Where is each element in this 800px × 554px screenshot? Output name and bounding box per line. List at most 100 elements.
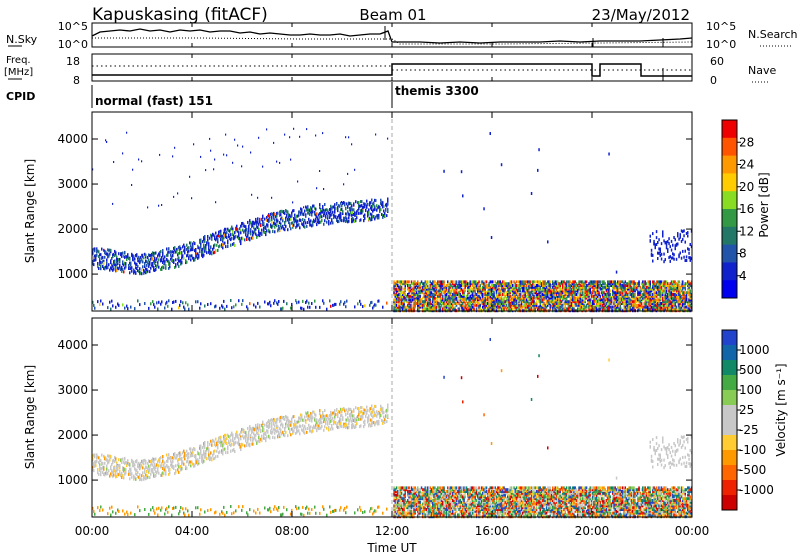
power-cell [505, 298, 508, 302]
power-cell [184, 251, 186, 255]
power-cell [515, 293, 518, 296]
power-cell [437, 282, 439, 286]
power-cell [564, 300, 566, 304]
power-cell [144, 262, 146, 266]
power-cell [670, 284, 673, 287]
power-cell [447, 296, 449, 300]
power-cell [350, 211, 352, 215]
power-cell [662, 293, 664, 296]
power-cell [204, 238, 206, 242]
power-cell [668, 300, 670, 304]
power-cell [285, 216, 287, 220]
power-cell [366, 199, 368, 203]
power-cell [689, 298, 691, 302]
power-cell [292, 225, 294, 229]
power-cell [419, 303, 421, 307]
power-cell [437, 305, 439, 309]
power-cell [502, 298, 504, 302]
power-cell [478, 285, 480, 289]
power-cell [463, 289, 465, 293]
power-cell [624, 280, 626, 284]
power-cell [182, 301, 184, 305]
power-cell [632, 294, 634, 298]
power-cell [459, 287, 461, 291]
power-cell [495, 298, 498, 302]
label-freq-2: [MHz] [4, 67, 33, 78]
power-cell [115, 269, 117, 273]
power-cell [564, 302, 566, 305]
power-cell [619, 307, 621, 311]
power-cell [615, 296, 618, 300]
power-cell [460, 280, 463, 284]
power-cell [512, 285, 514, 289]
power-cell [554, 287, 556, 291]
power-cell [324, 203, 326, 206]
power-cell [523, 296, 525, 300]
power-cell [433, 303, 435, 307]
power-cell [549, 296, 551, 300]
power-cell [430, 291, 433, 295]
power-cell [136, 267, 138, 270]
power-cell [580, 291, 583, 295]
power-cell [236, 227, 238, 231]
power-cell [524, 298, 526, 302]
power-cell [402, 302, 404, 305]
power-cell [469, 298, 471, 302]
power-cell [525, 294, 528, 298]
power-cell [447, 305, 449, 309]
power-cell [266, 223, 268, 227]
power-cell [630, 280, 633, 284]
power-cell [659, 253, 661, 257]
power-cell [130, 261, 132, 265]
power-cell [605, 302, 608, 305]
power-cell [92, 168, 94, 171]
power-cell [663, 285, 665, 289]
power-cell [112, 255, 114, 258]
power-cell [341, 219, 343, 223]
power-cell [648, 296, 650, 300]
power-cell [477, 296, 479, 300]
power-cell [168, 250, 170, 254]
power-cell [633, 305, 635, 309]
power-cell [301, 222, 303, 226]
power-cell [578, 302, 580, 305]
power-cell [294, 213, 296, 217]
power-cell [467, 284, 469, 287]
power-cell [537, 280, 539, 284]
power-cell [585, 294, 588, 298]
power-cell [599, 284, 601, 287]
power-cell [118, 267, 120, 271]
power-cell [502, 307, 504, 311]
power-cell [338, 214, 340, 218]
power-cell [498, 293, 500, 296]
power-cell [475, 307, 478, 311]
power-cell [670, 298, 673, 302]
power-cell [584, 285, 586, 289]
power-cell [240, 231, 242, 235]
power-cell [424, 294, 426, 298]
power-cell [577, 298, 579, 302]
power-cell [582, 303, 584, 307]
power-cell [588, 298, 590, 302]
power-cell [394, 298, 396, 302]
power-cell [612, 294, 614, 298]
power-cell [354, 168, 356, 171]
power-cell [484, 282, 486, 286]
power-cell [116, 257, 118, 261]
power-cell [608, 280, 610, 284]
power-cell [658, 284, 660, 287]
power-cell [372, 215, 374, 219]
power-cell [445, 302, 448, 305]
power-cell [612, 291, 614, 295]
power-cell [332, 205, 334, 209]
power-cell [685, 232, 688, 235]
power-cell [430, 305, 433, 309]
power-cell [590, 298, 593, 302]
power-cell [634, 302, 636, 305]
power-cell [637, 298, 639, 302]
power-cell [555, 298, 558, 302]
power-cell [607, 280, 609, 284]
power-cell [444, 296, 446, 300]
power-cell [568, 302, 570, 305]
power-cell [442, 284, 444, 287]
